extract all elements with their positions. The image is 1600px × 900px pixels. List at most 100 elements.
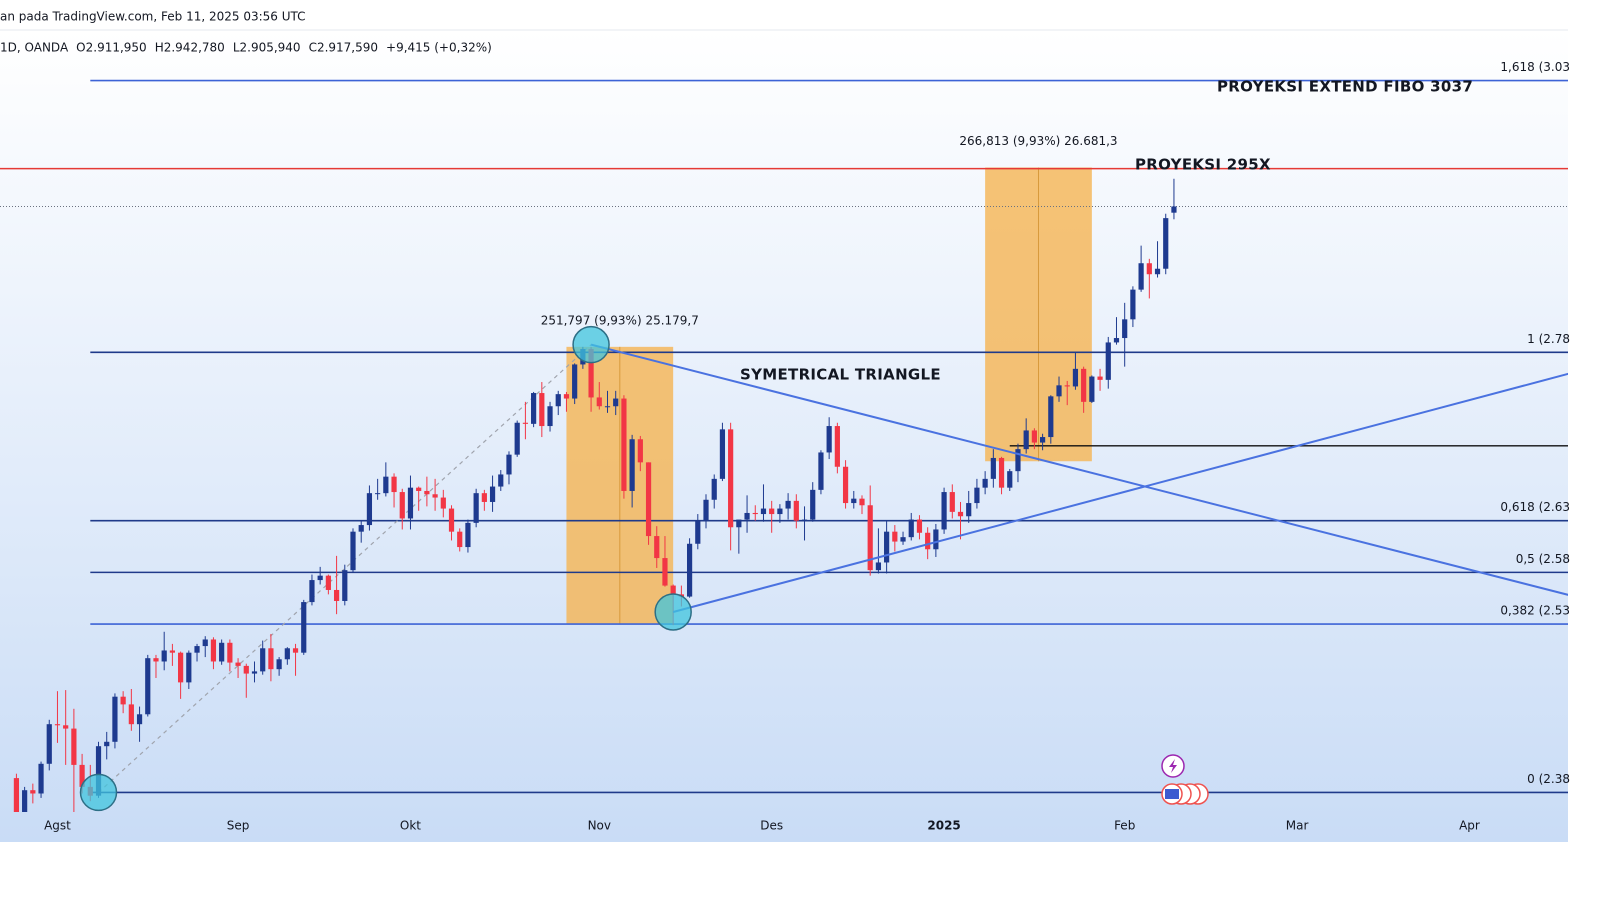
candle-body <box>178 652 184 683</box>
candle-body <box>268 648 274 670</box>
candle-body <box>703 499 709 521</box>
x-tick-label: Des <box>760 819 783 833</box>
candle-body <box>383 476 389 494</box>
measure-label: 251,797 (9,93%) 25.179,7 <box>541 313 699 327</box>
candle-body <box>325 575 331 590</box>
candle-body <box>416 487 422 491</box>
pivot-circle <box>572 325 610 364</box>
candle-body <box>686 543 693 597</box>
candle-body <box>539 393 545 427</box>
candle-body <box>292 648 299 653</box>
candle-body <box>498 474 504 487</box>
overlay: 1D, OANDA O2.911,950 H2.942,780 L2.905,940 C… <box>0 41 1570 833</box>
candle-body <box>1171 206 1177 213</box>
candle-body <box>194 646 200 653</box>
legend-item: +9,415 (+0,32%) <box>386 41 492 55</box>
candle-body <box>235 662 241 666</box>
candle-body <box>95 746 102 796</box>
candle-body <box>1097 376 1103 380</box>
candle-body <box>777 508 783 515</box>
candle-body <box>407 487 414 519</box>
pivot-circle <box>654 593 692 631</box>
candle-body <box>1023 430 1029 450</box>
icon <box>1169 759 1177 773</box>
candle-body <box>366 493 373 526</box>
candle-body <box>941 492 947 530</box>
candle-body <box>990 457 996 479</box>
candle-body <box>1031 430 1037 443</box>
candle-body <box>169 650 175 653</box>
candle-body <box>457 531 463 548</box>
candle-body <box>202 639 208 647</box>
candle-body <box>227 642 233 663</box>
candle-body <box>1081 368 1087 402</box>
candle-body <box>588 349 594 398</box>
candle-body <box>892 531 898 542</box>
candle-body <box>662 558 668 586</box>
candle-body <box>186 652 192 683</box>
candle-body <box>22 790 28 812</box>
candle-body <box>432 494 438 498</box>
candle-body <box>350 531 356 571</box>
candle-body <box>1113 338 1120 343</box>
fib-label: 0,5 (2.58 <box>1516 552 1570 566</box>
candle-body <box>998 457 1005 488</box>
candle-body <box>933 529 939 550</box>
candle-body <box>621 398 627 491</box>
candle-body <box>596 397 602 407</box>
candle-body <box>284 648 290 660</box>
candle-body <box>481 493 487 502</box>
fib-label: 0,618 (2.63 <box>1500 500 1570 514</box>
candle-body <box>531 393 537 424</box>
candle-body <box>695 520 701 544</box>
candle-body <box>744 512 750 520</box>
candle-body <box>440 497 446 509</box>
candle-body <box>736 519 742 528</box>
annotation: PROYEKSI 295X <box>1135 156 1271 174</box>
candle-body <box>1072 368 1079 387</box>
candle-body <box>834 426 840 467</box>
candle-body <box>399 492 405 519</box>
candle-body <box>243 665 249 674</box>
candle-body <box>711 478 717 500</box>
candle-body <box>851 498 857 504</box>
candle-body <box>161 650 167 662</box>
candle-body <box>916 519 923 533</box>
annotation: PROYEKSI EXTEND FIBO 3037 <box>1217 78 1473 96</box>
candle-body <box>875 562 882 571</box>
candle-body <box>391 476 397 493</box>
x-tick-label: Agst <box>44 819 71 833</box>
candle-body <box>104 741 110 747</box>
candle-body <box>120 696 126 705</box>
measure-label: 266,813 (9,93%) 26.681,3 <box>959 134 1117 148</box>
x-tick-label: Apr <box>1459 819 1480 833</box>
candle-body <box>949 492 955 512</box>
candle-body <box>333 589 340 601</box>
legend-item: O2.911,950 <box>76 41 147 55</box>
triangle-line <box>672 372 1568 613</box>
candle-body <box>613 398 619 407</box>
candle-body <box>1089 376 1095 402</box>
candle-body <box>645 462 652 537</box>
candle-body <box>489 486 496 502</box>
candle-body <box>563 394 570 399</box>
candle-body <box>884 531 890 563</box>
candle-body <box>473 493 479 523</box>
candle-body <box>547 406 553 427</box>
candle-body <box>342 570 348 601</box>
fib-label: 0 (2.38 <box>1527 772 1570 786</box>
x-tick-label: 2025 <box>927 819 960 833</box>
candle-body <box>842 466 849 504</box>
fib-label: 0,382 (2.53 <box>1500 604 1570 618</box>
candle-body <box>1154 268 1161 275</box>
plot <box>0 79 1568 812</box>
candle-body <box>506 454 512 475</box>
x-tick-label: Feb <box>1114 819 1135 833</box>
candle-body <box>793 500 799 521</box>
candle-body <box>908 519 914 538</box>
candle-body <box>465 522 471 548</box>
candle-body <box>974 487 980 504</box>
candle-body <box>54 724 61 726</box>
triangle-line <box>590 343 1568 596</box>
